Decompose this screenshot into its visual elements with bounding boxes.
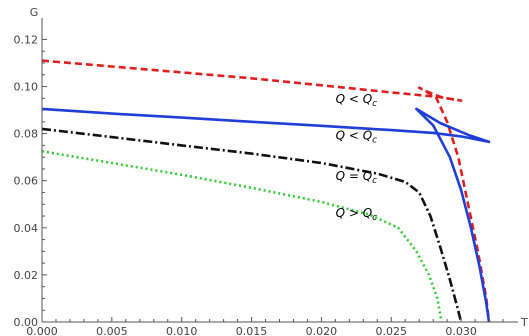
y-tick-label: 0.00 — [14, 316, 39, 329]
axes-layer: 0.000 0.005 0.010 0.015 0.020 0.025 0.030 0.00 0… — [14, 6, 529, 336]
series-line-3 — [41, 127, 463, 323]
y-tick-label: 0.02 — [14, 269, 39, 282]
annotation-label-2: Q < Qc — [336, 129, 378, 146]
x-tick-label: 0.025 — [376, 325, 408, 336]
x-tick-label: 0.010 — [166, 325, 198, 336]
y-tick-label: 0.10 — [14, 81, 39, 94]
annotation-label-3: Q = Qc — [336, 169, 378, 186]
y-axis-title: G — [30, 6, 39, 19]
y-tick-label: 0.12 — [14, 33, 39, 46]
annotation-layer: Q < Qc Q < Qc Q = Qc Q > Qc — [336, 92, 378, 223]
x-axis-title: T — [520, 316, 528, 329]
y-tick-label: 0.04 — [14, 222, 39, 235]
x-tick-label: 0.005 — [96, 325, 128, 336]
series-line-2 — [41, 107, 491, 323]
series-layer — [41, 59, 491, 323]
annotation-label-4: Q > Qc — [336, 206, 378, 223]
x-tick-label: 0.030 — [445, 325, 477, 336]
y-tick-label: 0.08 — [14, 128, 39, 141]
series-line-1 — [41, 59, 491, 323]
x-tick-label: 0.020 — [306, 325, 338, 336]
y-tick-label: 0.06 — [14, 175, 39, 188]
x-tick-label: 0.000 — [26, 325, 58, 336]
x-tick-label: 0.015 — [236, 325, 268, 336]
series-line-4 — [41, 150, 443, 323]
annotation-label-1: Q < Qc — [336, 92, 378, 109]
